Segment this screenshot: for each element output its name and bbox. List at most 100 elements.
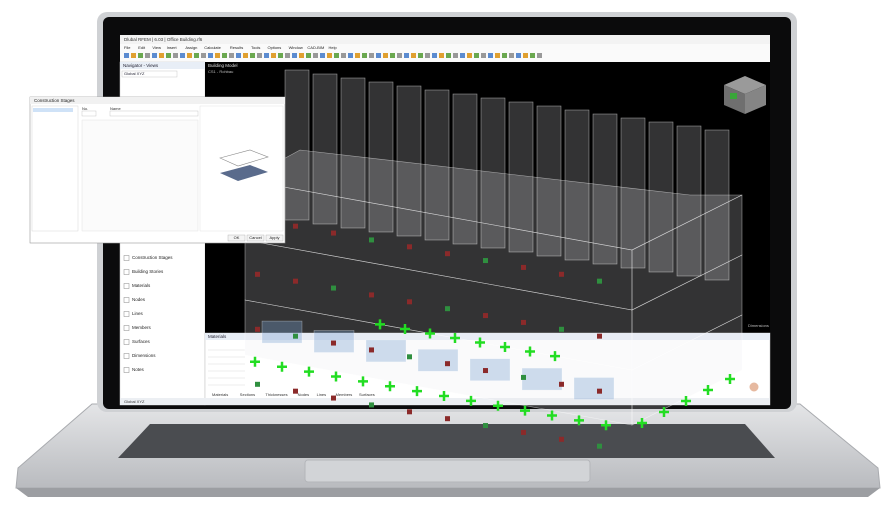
- toolbar-icon[interactable]: [355, 53, 360, 58]
- tree-checkbox[interactable]: [123, 325, 130, 331]
- table-tab[interactable]: Members: [336, 392, 353, 397]
- tree-item[interactable]: Building Stories: [132, 269, 164, 274]
- toolbar-icon[interactable]: [243, 53, 248, 58]
- tree-checkbox[interactable]: [123, 311, 130, 317]
- dialog-button[interactable]: [265, 234, 284, 242]
- toolbar-icon[interactable]: [124, 53, 129, 58]
- dialog-button-label[interactable]: Cancel: [249, 235, 262, 240]
- menu-item[interactable]: Assign: [185, 45, 197, 50]
- toolbar-icon[interactable]: [271, 53, 276, 58]
- toolbar-icon[interactable]: [474, 53, 479, 58]
- tree-checkbox[interactable]: [123, 353, 130, 359]
- menu-item[interactable]: Options: [268, 45, 282, 50]
- toolbar-icon[interactable]: [411, 53, 416, 58]
- tree-checkbox[interactable]: [123, 255, 130, 261]
- dialog-button-label[interactable]: OK: [234, 235, 240, 240]
- tree-item[interactable]: Nodes: [132, 297, 146, 302]
- table-tab[interactable]: Nodes: [298, 392, 310, 397]
- toolbar-icon[interactable]: [348, 53, 353, 58]
- tree-checkbox[interactable]: [123, 269, 130, 275]
- table-tab[interactable]: Thicknesses: [265, 392, 287, 397]
- toolbar-icon[interactable]: [369, 53, 374, 58]
- toolbar-icon[interactable]: [327, 53, 332, 58]
- toolbar-icon[interactable]: [292, 53, 297, 58]
- toolbar-icon[interactable]: [341, 53, 346, 58]
- tree-item[interactable]: Members: [132, 325, 152, 330]
- toolbar-icon[interactable]: [439, 53, 444, 58]
- tree-item[interactable]: Construction Stages: [132, 255, 173, 260]
- tree-item[interactable]: Lines: [132, 311, 144, 316]
- toolbar-icon[interactable]: [194, 53, 199, 58]
- view-select[interactable]: [121, 70, 178, 78]
- toolbar-icon[interactable]: [180, 53, 185, 58]
- dialog-tree-selected[interactable]: [33, 108, 73, 112]
- toolbar-icon[interactable]: [383, 53, 388, 58]
- toolbar-icon[interactable]: [390, 53, 395, 58]
- tree-checkbox[interactable]: [123, 367, 130, 373]
- tree-item[interactable]: Notes: [132, 367, 145, 372]
- toolbar-icon[interactable]: [250, 53, 255, 58]
- toolbar-icon[interactable]: [215, 53, 220, 58]
- toolbar-icon[interactable]: [516, 53, 521, 58]
- toolbar-icon[interactable]: [257, 53, 262, 58]
- toolbar-icon[interactable]: [502, 53, 507, 58]
- toolbar-icon[interactable]: [446, 53, 451, 58]
- toolbar-icon[interactable]: [537, 53, 542, 58]
- dialog-button[interactable]: [246, 234, 265, 242]
- table-tab[interactable]: Lines: [317, 392, 327, 397]
- menu-item[interactable]: Help: [329, 45, 338, 50]
- toolbar-icon[interactable]: [285, 53, 290, 58]
- toolbar-icon[interactable]: [208, 53, 213, 58]
- toolbar-icon[interactable]: [313, 53, 318, 58]
- dialog-button-label[interactable]: Apply: [269, 235, 279, 240]
- toolbar-icon[interactable]: [320, 53, 325, 58]
- toolbar-icon[interactable]: [530, 53, 535, 58]
- toolbar-icon[interactable]: [222, 53, 227, 58]
- menu-item[interactable]: Insert: [167, 45, 178, 50]
- tree-item[interactable]: Dimensions: [132, 353, 156, 358]
- toolbar-icon[interactable]: [229, 53, 234, 58]
- toolbar-icon[interactable]: [432, 53, 437, 58]
- toolbar-icon[interactable]: [453, 53, 458, 58]
- toolbar-icon[interactable]: [404, 53, 409, 58]
- toolbar-icon[interactable]: [397, 53, 402, 58]
- toolbar-icon[interactable]: [495, 53, 500, 58]
- toolbar-icon[interactable]: [173, 53, 178, 58]
- toolbar-icon[interactable]: [460, 53, 465, 58]
- menu-item[interactable]: Window: [289, 45, 303, 50]
- menu-item[interactable]: View: [152, 45, 161, 50]
- toolbar-icon[interactable]: [509, 53, 514, 58]
- table-tab[interactable]: Materials: [212, 392, 228, 397]
- tree-checkbox[interactable]: [123, 283, 130, 289]
- menu-item[interactable]: Tools: [251, 45, 260, 50]
- toolbar-icon[interactable]: [159, 53, 164, 58]
- toolbar-icon[interactable]: [138, 53, 143, 58]
- table-tab[interactable]: Surfaces: [359, 392, 375, 397]
- tree-checkbox[interactable]: [123, 339, 130, 345]
- toolbar-icon[interactable]: [481, 53, 486, 58]
- toolbar-icon[interactable]: [278, 53, 283, 58]
- toolbar-icon[interactable]: [376, 53, 381, 58]
- tree-checkbox[interactable]: [123, 297, 130, 303]
- toolbar-icon[interactable]: [334, 53, 339, 58]
- toolbar-icon[interactable]: [131, 53, 136, 58]
- toolbar-icon[interactable]: [201, 53, 206, 58]
- toolbar-icon[interactable]: [418, 53, 423, 58]
- menu-item[interactable]: Calculate: [204, 45, 221, 50]
- dialog-input[interactable]: [109, 110, 199, 117]
- view-cube[interactable]: [724, 76, 766, 114]
- toolbar-icon[interactable]: [467, 53, 472, 58]
- toolbar-icon[interactable]: [299, 53, 304, 58]
- toolbar-icon[interactable]: [166, 53, 171, 58]
- toolbar-icon[interactable]: [236, 53, 241, 58]
- toolbar-icon[interactable]: [187, 53, 192, 58]
- menu-item[interactable]: Results: [230, 45, 243, 50]
- menu-item[interactable]: File: [124, 45, 131, 50]
- table-tab[interactable]: Sections: [240, 392, 255, 397]
- dialog-button[interactable]: [227, 234, 246, 242]
- toolbar-icon[interactable]: [362, 53, 367, 58]
- toolbar-icon[interactable]: [306, 53, 311, 58]
- menu-item[interactable]: Edit: [138, 45, 146, 50]
- toolbar-icon[interactable]: [425, 53, 430, 58]
- tree-item[interactable]: Surfaces: [132, 339, 151, 344]
